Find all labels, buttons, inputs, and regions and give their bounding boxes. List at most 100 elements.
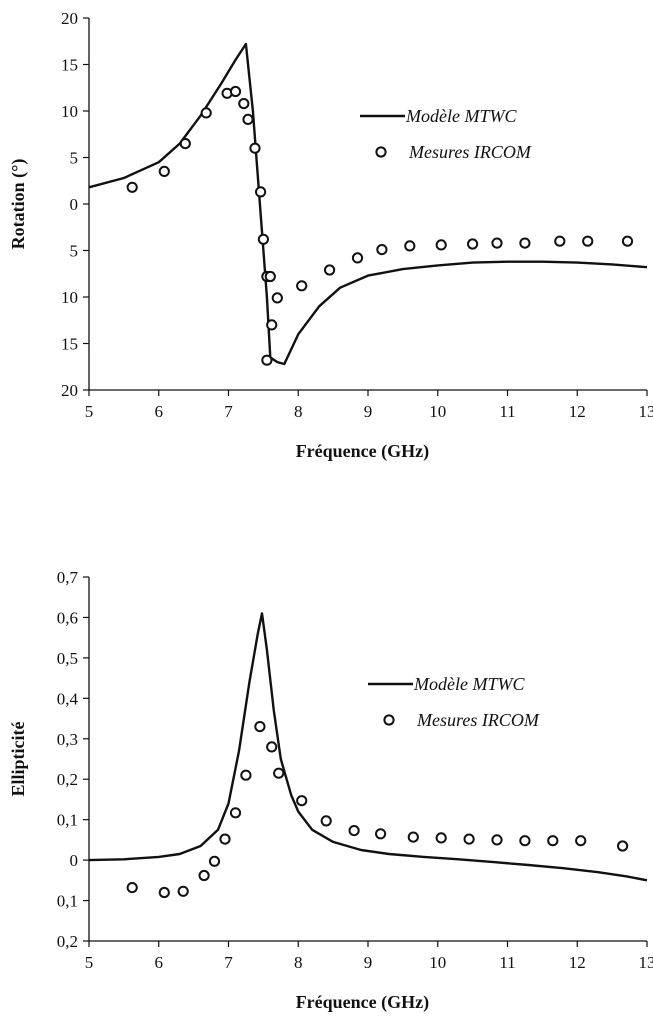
data-point-measure — [621, 235, 634, 247]
x-tick-label: 7 — [224, 953, 233, 972]
data-point-measure — [261, 354, 273, 366]
x-tick-label: 5 — [85, 402, 94, 421]
data-point-measure — [404, 240, 416, 252]
y-tick-label: 0,2 — [57, 932, 78, 951]
legend-label-measure: Mesures IRCOM — [416, 710, 540, 730]
data-point-measure — [229, 807, 242, 819]
y-tick-label: 5 — [70, 242, 79, 261]
data-point-measure — [158, 886, 170, 899]
x-tick-label: 9 — [364, 402, 373, 421]
legend-label-model: Modèle MTWC — [413, 674, 525, 694]
data-point-measure — [257, 233, 269, 245]
x-tick-label: 10 — [429, 953, 446, 972]
legend-marker-symbol — [383, 714, 395, 726]
legend: Modèle MTWC Mesures IRCOM — [368, 674, 540, 730]
data-point-measure — [219, 833, 231, 845]
x-tick-label: 11 — [499, 953, 515, 972]
x-tick-label: 5 — [85, 953, 94, 972]
x-axis-title: Fréquence (GHz) — [296, 992, 429, 1013]
data-point-measure — [547, 835, 559, 847]
data-point-measure — [249, 142, 261, 154]
x-tick-label: 6 — [155, 953, 164, 972]
y-tick-label: 0,4 — [57, 689, 79, 708]
data-point-measure — [179, 138, 191, 150]
data-point-measure — [177, 885, 189, 897]
x-tick-label: 12 — [569, 402, 586, 421]
data-point-measure — [519, 835, 531, 847]
series-line-model — [88, 612, 648, 882]
y-tick-label: 5 — [70, 149, 79, 168]
x-tick-label: 10 — [429, 402, 446, 421]
data-point-measure — [158, 165, 170, 177]
data-point-measure — [519, 237, 531, 249]
data-point-measure — [296, 795, 308, 807]
x-tick-label: 8 — [294, 402, 303, 421]
data-point-measure — [376, 244, 388, 256]
data-point-measure — [407, 831, 419, 843]
x-tick-label: 11 — [499, 402, 515, 421]
data-point-measure — [435, 832, 447, 844]
y-tick-label: 0 — [70, 851, 79, 870]
data-point-measure — [463, 833, 475, 845]
y-tick-label: 10 — [61, 288, 78, 307]
data-point-measure — [229, 85, 242, 98]
x-tick-label: 12 — [569, 953, 586, 972]
data-point-measure — [296, 280, 308, 292]
data-point-measure — [467, 238, 479, 250]
series-line-model — [88, 42, 648, 366]
rotation-chart: 20 15 10 5 0 5 10 15 20 5 6 7 8 9 10 11 12 13 Fréquence (G… — [8, 9, 653, 462]
data-point-measure — [273, 767, 285, 779]
legend: Modèle MTWC Mesures IRCOM — [360, 106, 532, 162]
y-tick-label: 20 — [61, 381, 78, 400]
data-point-measure — [324, 264, 336, 276]
data-point-measure — [208, 855, 221, 867]
y-axis-title: Ellipticité — [8, 722, 28, 797]
y-tick-label: 0,5 — [57, 649, 78, 668]
data-point-measure — [200, 107, 212, 119]
ellipticity-chart: 0,7 0,6 0,5 0,4 0,3 0,2 0,1 0 0,1 0,2 5 6 7 8 9 10 11 12 1… — [8, 568, 653, 1013]
y-tick-label: 20 — [61, 9, 78, 28]
data-point-measure — [254, 721, 266, 733]
y-tick-label: 0,7 — [57, 568, 79, 587]
data-point-measure — [264, 270, 276, 283]
data-point-measure — [491, 237, 503, 249]
data-point-measure — [238, 98, 250, 110]
data-point-measure — [266, 319, 278, 331]
data-point-measure — [575, 835, 587, 847]
data-point-measure — [271, 292, 283, 304]
x-tick-label: 9 — [364, 953, 373, 972]
data-point-measure — [491, 834, 503, 846]
legend-label-measure: Mesures IRCOM — [408, 142, 532, 162]
y-tick-label: 0,1 — [57, 811, 78, 830]
y-tick-label: 0 — [70, 195, 79, 214]
data-point-measure — [126, 882, 138, 894]
x-tick-label: 7 — [224, 402, 233, 421]
x-tick-label: 13 — [639, 402, 653, 421]
y-tick-label: 15 — [61, 335, 78, 354]
y-tick-label: 0,6 — [57, 608, 78, 627]
y-tick-label: 0,2 — [57, 770, 78, 789]
data-point-measure — [242, 113, 254, 126]
data-point-measure — [198, 869, 210, 882]
data-point-measure — [582, 235, 594, 247]
y-tick-label: 15 — [61, 56, 78, 75]
y-tick-label: 0,1 — [57, 892, 78, 911]
data-point-measure — [266, 741, 278, 753]
x-tick-label: 8 — [294, 953, 303, 972]
legend-label-model: Modèle MTWC — [405, 106, 517, 126]
data-point-measure — [435, 239, 447, 251]
y-tick-label: 10 — [61, 102, 78, 121]
y-axis-title: Rotation (°) — [8, 159, 29, 250]
x-axis-title: Fréquence (GHz) — [296, 441, 429, 462]
data-point-measure — [320, 815, 332, 827]
data-point-measure — [375, 828, 387, 840]
data-point-measure — [554, 235, 566, 247]
x-tick-label: 13 — [639, 953, 653, 972]
x-tick-label: 6 — [155, 402, 164, 421]
data-point-measure — [351, 252, 364, 264]
data-point-measure — [255, 186, 267, 198]
data-point-measure — [126, 181, 138, 193]
data-point-measure — [240, 769, 252, 781]
y-tick-label: 0,3 — [57, 730, 78, 749]
